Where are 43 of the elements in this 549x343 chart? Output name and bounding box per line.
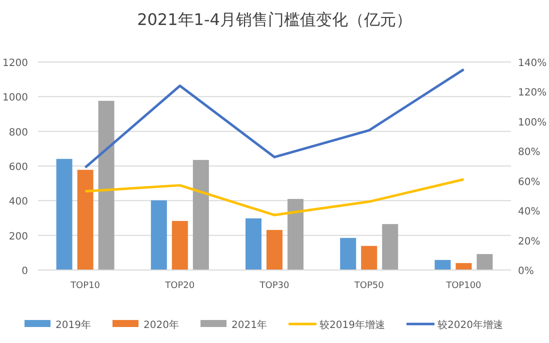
x-tick-label: TOP10 (70, 281, 100, 291)
y-tick-label: 600 (8, 162, 28, 173)
bar (476, 254, 493, 270)
y2-tick-label: 0% (518, 266, 534, 277)
line-series (84, 178, 465, 216)
bar (361, 246, 378, 270)
bar (172, 220, 188, 270)
bar (340, 238, 356, 270)
bar (434, 260, 451, 270)
y2-tick-label: 40% (518, 206, 540, 218)
bar (150, 200, 167, 270)
y2-tick-label: 140% (518, 58, 547, 69)
y2-tick-label: 100% (518, 117, 547, 128)
x-tick-label: TOP20 (164, 281, 195, 291)
legend-label: 2019年 (56, 319, 91, 331)
y2-tick-label: 80% (518, 147, 540, 158)
bar (288, 198, 304, 270)
bar (382, 224, 398, 270)
legend-label: 2021年 (232, 319, 267, 331)
legend-label: 2020年 (144, 319, 179, 331)
y2-tick-label: 20% (518, 236, 540, 248)
y-tick-label: 800 (8, 127, 28, 138)
chart-title: 2021年1-4月销售门槛值变化（亿元） (137, 10, 412, 29)
y-tick-label: 200 (8, 231, 28, 242)
x-tick-label: TOP100 (445, 281, 482, 291)
x-tick-label: TOP30 (258, 281, 290, 291)
x-tick-label: TOP50 (353, 281, 384, 291)
bar (77, 170, 94, 270)
y-tick-label: 1200 (2, 58, 28, 69)
bar (192, 160, 209, 270)
y-tick-label: 1000 (2, 92, 28, 104)
y-tick-label: 0 (22, 266, 28, 277)
bar (266, 230, 282, 270)
line-series (84, 68, 465, 169)
bar (56, 158, 72, 270)
y2-tick-label: 120% (518, 88, 547, 99)
y-tick-label: 400 (8, 196, 28, 208)
legend-label: 较2020年增速 (438, 319, 503, 331)
y2-tick-label: 60% (518, 176, 540, 188)
bar (456, 263, 472, 270)
bar (246, 218, 262, 270)
bar (98, 100, 114, 270)
legend-label: 较2019年增速 (320, 319, 385, 331)
